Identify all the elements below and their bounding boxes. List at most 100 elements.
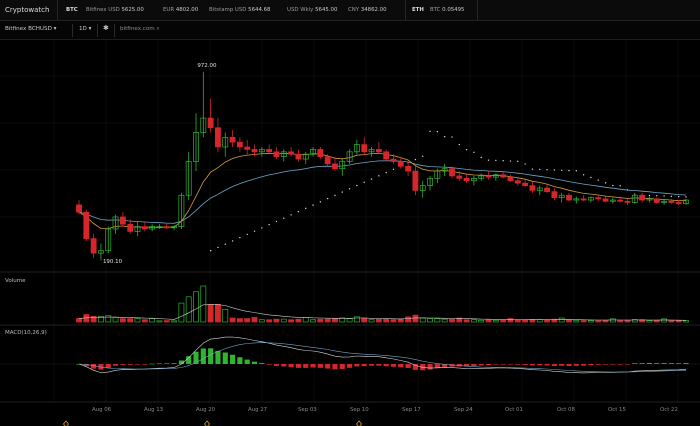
- volume-bar: [222, 309, 229, 323]
- volume-bar: [324, 318, 331, 323]
- macd-histogram-bar: [368, 364, 375, 366]
- source-link[interactable]: bitfinex.com ⌕: [120, 26, 160, 32]
- candle-body: [529, 185, 536, 191]
- sar-dot: [517, 160, 519, 163]
- macd-histogram-bar: [529, 364, 535, 366]
- candle-body: [361, 144, 368, 153]
- candle-body: [653, 198, 660, 203]
- macd-histogram-bar: [251, 361, 258, 364]
- x-tick-label: Sep 24: [454, 407, 473, 413]
- settings-icon[interactable]: ✱: [103, 24, 109, 32]
- ticker-cny[interactable]: CNY 34862.00: [348, 7, 387, 13]
- candle-body: [105, 228, 112, 252]
- macd-histogram-bar: [383, 364, 389, 367]
- sar-dot: [305, 207, 307, 210]
- candle-body: [419, 185, 426, 191]
- chevron-down-icon: ▾: [53, 26, 57, 32]
- candle-body: [98, 250, 104, 254]
- sar-dot: [436, 130, 439, 133]
- ticker-eur[interactable]: EUR 4802.00: [163, 7, 199, 13]
- macd-histogram-bar: [332, 364, 338, 370]
- volume-bar: [127, 318, 134, 323]
- sar-dot: [414, 158, 417, 161]
- macd-histogram-bar: [171, 363, 177, 364]
- ticker-usd-wkly[interactable]: USD Wkly 5645.00: [287, 7, 338, 13]
- candle-body: [522, 182, 529, 186]
- macd-histogram-bar: [193, 351, 199, 364]
- volume-bar: [149, 318, 156, 323]
- x-tick-label: Sep 17: [402, 407, 421, 413]
- candle-body: [397, 161, 404, 167]
- macd-histogram-bar: [559, 364, 565, 366]
- macd-histogram-bar: [120, 364, 126, 365]
- volume-bar: [266, 319, 273, 323]
- candle-body: [302, 153, 309, 160]
- volume-bar: [134, 318, 141, 323]
- sar-dot: [582, 174, 585, 176]
- search-icon: ⌕: [156, 26, 160, 32]
- candle-body: [339, 161, 346, 170]
- candle-body: [236, 141, 243, 148]
- volume-bar: [119, 318, 126, 323]
- macd-histogram-bar: [376, 364, 382, 366]
- macd-histogram-bar: [83, 364, 89, 367]
- macd-histogram-bar: [164, 363, 170, 364]
- price-high-label: 972.00: [197, 62, 217, 69]
- candle-body: [332, 163, 338, 170]
- candle-body: [427, 178, 433, 186]
- sar-dot: [319, 201, 322, 203]
- volume-bar: [397, 318, 404, 323]
- sar-dot: [261, 227, 263, 229]
- candle-body: [215, 127, 221, 148]
- candle-body: [683, 199, 689, 205]
- sar-dot: [656, 195, 658, 197]
- interval-select[interactable]: 1D ▾: [79, 26, 92, 32]
- macd-histogram-bar: [215, 350, 221, 364]
- sar-dot: [239, 236, 241, 239]
- ticker-bitstamp-usd[interactable]: Bitstamp USD 5644.68: [209, 7, 271, 13]
- brand-logo[interactable]: Cryptowatch: [5, 6, 50, 14]
- candle-body: [171, 226, 177, 229]
- macd-histogram-bar: [654, 363, 660, 364]
- volume-bar: [653, 320, 660, 323]
- btc-label[interactable]: BTC: [66, 7, 78, 13]
- volume-bar: [251, 317, 258, 323]
- volume-bar: [375, 318, 382, 323]
- sar-dot: [326, 197, 329, 200]
- volume-bar: [449, 318, 455, 323]
- sar-dot: [275, 220, 278, 223]
- macd-histogram-bar: [427, 364, 433, 370]
- candle-body: [244, 146, 251, 150]
- candle-body: [412, 170, 419, 191]
- sar-dot: [209, 250, 212, 252]
- macd-histogram-bar: [595, 364, 601, 365]
- macd-histogram-bar: [405, 364, 411, 369]
- sar-dot: [363, 181, 365, 184]
- volume-bar: [419, 317, 426, 323]
- sar-dot: [480, 156, 482, 159]
- candle-body: [536, 187, 543, 191]
- volume-bar: [361, 317, 368, 323]
- candle-body: [492, 174, 499, 178]
- volume-bar: [434, 318, 441, 323]
- volume-bar: [514, 319, 521, 323]
- candle-body: [273, 151, 280, 157]
- ticker-bitfinex-usd[interactable]: Bitfinex USD 5625.00: [86, 7, 144, 13]
- macd-histogram-bar: [412, 364, 418, 370]
- volume-bar: [522, 319, 529, 323]
- candle-body: [383, 151, 390, 160]
- volume-bar: [456, 317, 463, 323]
- candle-body: [485, 175, 492, 178]
- candle-body: [200, 117, 207, 133]
- sar-dot: [356, 184, 358, 187]
- candle-body: [544, 187, 550, 192]
- sar-dot: [385, 171, 387, 174]
- ticker-eth-btc[interactable]: BTC 0.05495: [430, 7, 465, 13]
- sar-dot: [253, 230, 256, 232]
- candle-body: [280, 151, 287, 157]
- market-select[interactable]: Bitfinex BCHUSD ▾: [5, 26, 57, 32]
- eth-label[interactable]: ETH: [412, 7, 424, 13]
- volume-bar: [178, 302, 185, 323]
- macd-histogram-bar: [676, 363, 682, 364]
